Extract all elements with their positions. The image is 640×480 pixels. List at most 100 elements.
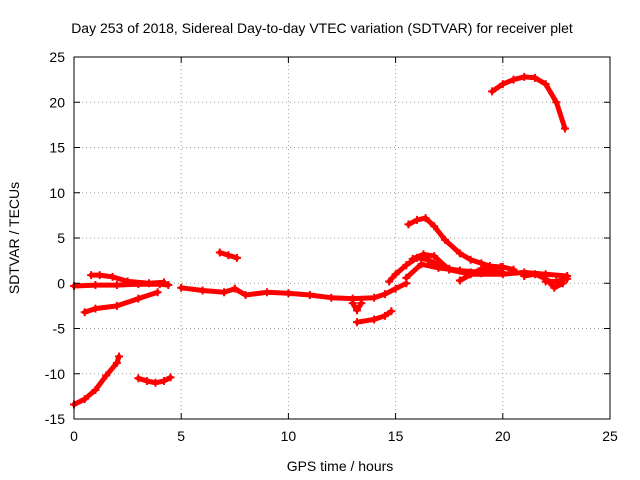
data-point-marker bbox=[445, 265, 454, 274]
data-point-marker bbox=[160, 376, 169, 385]
series-line bbox=[354, 308, 394, 325]
data-point-marker bbox=[177, 283, 186, 292]
series-arc-14 bbox=[455, 262, 518, 285]
series-arc-13 bbox=[404, 214, 505, 271]
data-point-marker bbox=[164, 281, 173, 290]
data-point-marker bbox=[108, 272, 117, 281]
y-tick-label: -5 bbox=[53, 321, 66, 337]
data-point-marker bbox=[419, 250, 428, 259]
data-point-marker bbox=[550, 283, 559, 292]
series-arc-6 bbox=[177, 279, 411, 303]
data-point-marker bbox=[421, 214, 430, 223]
data-point-marker bbox=[232, 253, 241, 262]
data-point-marker bbox=[353, 318, 362, 327]
data-point-marker bbox=[520, 272, 529, 281]
x-tick-label: 25 bbox=[602, 428, 618, 444]
data-point-marker bbox=[115, 352, 124, 361]
data-point-marker bbox=[160, 278, 169, 287]
data-point-marker bbox=[408, 254, 417, 263]
data-point-marker bbox=[541, 277, 550, 286]
x-tick-label: 5 bbox=[177, 428, 185, 444]
y-tick-label: 0 bbox=[57, 275, 65, 291]
y-tick-label: -15 bbox=[45, 411, 65, 427]
data-point-marker bbox=[402, 261, 411, 270]
chart-title: Day 253 of 2018, Sidereal Day-to-day VTE… bbox=[71, 20, 573, 36]
data-point-marker bbox=[87, 271, 96, 280]
data-point-marker bbox=[153, 288, 162, 297]
data-point-marker bbox=[440, 235, 449, 244]
data-point-marker bbox=[305, 291, 314, 300]
data-point-marker bbox=[413, 215, 422, 224]
data-point-marker bbox=[230, 284, 239, 293]
data-point-marker bbox=[520, 72, 529, 81]
y-tick-label: 15 bbox=[49, 140, 65, 156]
data-point-marker bbox=[353, 306, 362, 315]
data-point-marker bbox=[95, 271, 104, 280]
x-tick-label: 15 bbox=[388, 428, 404, 444]
series-arc-3 bbox=[80, 288, 162, 317]
data-point-marker bbox=[380, 311, 389, 320]
data-point-marker bbox=[498, 262, 507, 271]
series-arc-7 bbox=[215, 248, 241, 262]
tick-labels: 0 5 10 15 20 25 -15 -10 -5 0 5 10 15 20 25 bbox=[45, 49, 618, 444]
data-point-marker bbox=[166, 373, 175, 382]
x-tick-label: 10 bbox=[281, 428, 297, 444]
data-point-marker bbox=[357, 299, 366, 308]
data-point-marker bbox=[348, 299, 357, 308]
data-point-marker bbox=[530, 270, 539, 279]
data-point-marker bbox=[145, 279, 154, 288]
x-tick-label: 0 bbox=[70, 428, 78, 444]
data-point-marker bbox=[91, 386, 100, 395]
data-point-marker bbox=[284, 289, 293, 298]
data-point-marker bbox=[430, 222, 439, 231]
data-point-marker bbox=[198, 286, 207, 295]
data-point-marker bbox=[560, 124, 569, 133]
data-point-marker bbox=[370, 315, 379, 324]
series-arc-17 bbox=[488, 72, 569, 133]
data-point-marker bbox=[391, 284, 400, 293]
y-axis-label: SDTVAR / TECUs bbox=[6, 182, 22, 294]
data-point-marker bbox=[80, 308, 89, 317]
data-point-marker bbox=[530, 73, 539, 82]
data-point-marker bbox=[563, 274, 572, 283]
data-point-marker bbox=[385, 277, 394, 286]
data-point-marker bbox=[80, 395, 89, 404]
y-tick-label: 20 bbox=[49, 94, 65, 110]
series-arc-9 bbox=[353, 307, 396, 327]
y-tick-label: 25 bbox=[49, 49, 65, 65]
series-arc-8 bbox=[348, 299, 366, 315]
data-point-marker bbox=[241, 291, 250, 300]
x-axis-label: GPS time / hours bbox=[287, 458, 394, 474]
data-point-marker bbox=[91, 304, 100, 313]
y-tick-label: 10 bbox=[49, 185, 65, 201]
data-point-marker bbox=[509, 75, 518, 84]
data-point-marker bbox=[112, 301, 121, 310]
series-line bbox=[178, 280, 409, 302]
data-point-marker bbox=[370, 293, 379, 302]
data-point-marker bbox=[498, 80, 507, 89]
data-point-marker bbox=[430, 252, 439, 261]
data-point-marker bbox=[466, 255, 475, 264]
data-point-marker bbox=[434, 263, 443, 272]
data-point-marker bbox=[112, 358, 121, 367]
data-point-marker bbox=[220, 288, 229, 297]
series-line bbox=[71, 354, 122, 407]
x-tick-label: 20 bbox=[495, 428, 511, 444]
data-point-marker bbox=[327, 293, 336, 302]
data-point-marker bbox=[112, 281, 121, 290]
data-point-marker bbox=[224, 251, 233, 260]
data-point-marker bbox=[391, 270, 400, 279]
data-point-marker bbox=[498, 270, 507, 279]
data-point-marker bbox=[387, 307, 396, 316]
data-point-marker bbox=[102, 371, 111, 380]
grid bbox=[74, 57, 610, 419]
series-arc-1 bbox=[70, 352, 124, 409]
data-point-marker bbox=[404, 220, 413, 229]
y-tick-label: 5 bbox=[57, 230, 65, 246]
data-point-marker bbox=[380, 290, 389, 299]
data-point-marker bbox=[215, 248, 224, 257]
data-point-marker bbox=[134, 374, 143, 383]
data-point-marker bbox=[402, 273, 411, 282]
data-point-marker bbox=[91, 281, 100, 290]
